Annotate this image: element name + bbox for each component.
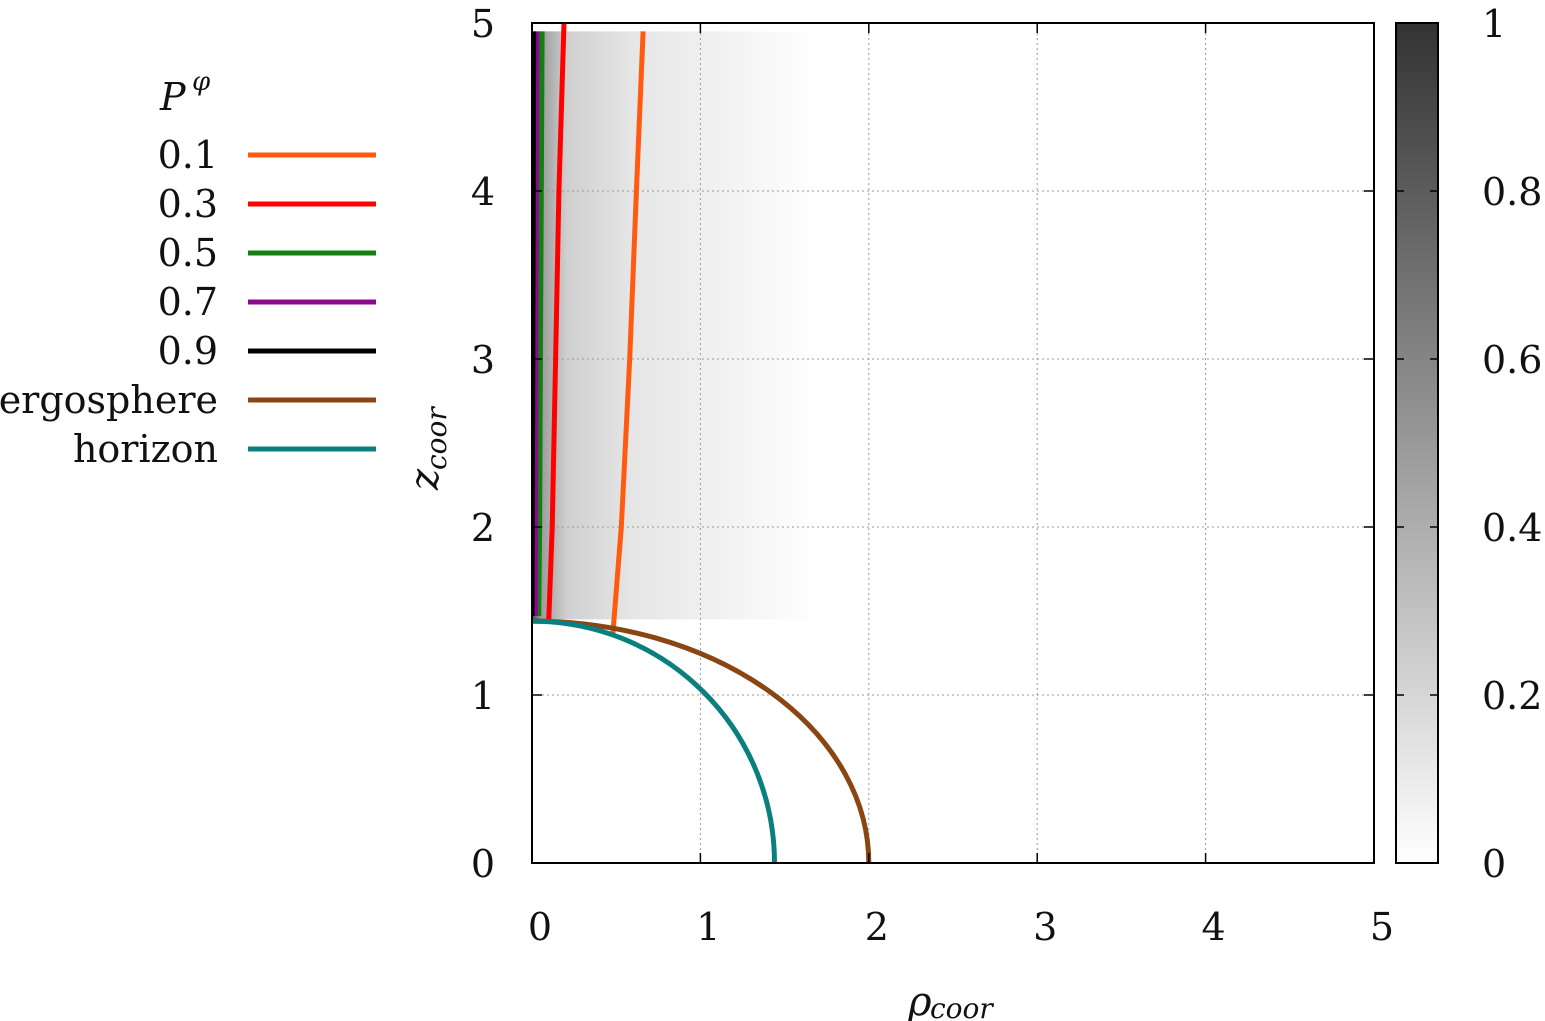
y-axis: 0 1 2 3 4 5 <box>471 2 1374 886</box>
x-axis-title-sub: coor <box>930 992 994 1021</box>
legend-title: P <box>159 75 187 119</box>
y-axis-title-main: z <box>402 468 448 491</box>
y-tick-label: 5 <box>471 2 495 46</box>
colorbar-gradient <box>1395 22 1439 864</box>
colorbar-tick-label: 0.6 <box>1482 338 1542 382</box>
x-tick-label: 2 <box>865 905 889 949</box>
x-tick-label: 1 <box>696 905 720 949</box>
series-horizon <box>532 618 777 863</box>
x-tick-label: 4 <box>1202 905 1226 949</box>
y-axis-title-sub: coor <box>420 406 453 470</box>
x-tick-label: 3 <box>1033 905 1057 949</box>
legend-label: 0.1 <box>158 133 218 177</box>
y-tick-label: 2 <box>471 506 495 550</box>
x-axis-title: ρ coor <box>907 979 994 1021</box>
colorbar-tick-label: 0.4 <box>1482 506 1542 550</box>
plot-frame <box>531 22 1375 864</box>
grid <box>532 23 1374 863</box>
colorbar-tick-label: 0 <box>1482 842 1506 886</box>
y-tick-label: 4 <box>471 170 495 214</box>
legend-label: 0.7 <box>158 280 218 324</box>
y-axis-title: z coor <box>402 406 453 491</box>
legend-label: ergosphere <box>0 378 218 422</box>
x-tick-label: 0 <box>528 905 552 949</box>
x-tick-label: 5 <box>1370 905 1394 949</box>
series-0-1 <box>610 31 646 635</box>
y-tick-label: 0 <box>471 842 495 886</box>
legend-title-superscript: φ <box>192 67 211 97</box>
y-tick-label: 1 <box>471 674 495 718</box>
legend-label: 0.9 <box>158 329 218 373</box>
legend-label: 0.5 <box>158 231 218 275</box>
heatmap-region <box>532 31 819 620</box>
heatmap-band <box>532 31 819 620</box>
colorbar-tick-label: 0.2 <box>1482 674 1542 718</box>
colorbar: 0 0.2 0.4 0.6 0.8 1 <box>1395 2 1542 886</box>
legend: P φ 0.1 0.3 0.5 0.7 0.9 ergosphere horizon <box>0 67 376 471</box>
legend-label: horizon <box>73 427 218 471</box>
y-tick-label: 3 <box>471 338 495 382</box>
series-0-3 <box>546 23 567 620</box>
x-axis-title-main: ρ <box>907 979 932 1021</box>
series-ergosphere <box>532 618 872 863</box>
colorbar-tick-label: 0.8 <box>1482 170 1542 214</box>
x-axis: 0 1 2 3 4 5 <box>528 23 1394 949</box>
legend-label: 0.3 <box>158 182 218 226</box>
colorbar-tick-label: 1 <box>1482 2 1506 46</box>
colorbar-ticks: 0 0.2 0.4 0.6 0.8 1 <box>1396 2 1542 886</box>
